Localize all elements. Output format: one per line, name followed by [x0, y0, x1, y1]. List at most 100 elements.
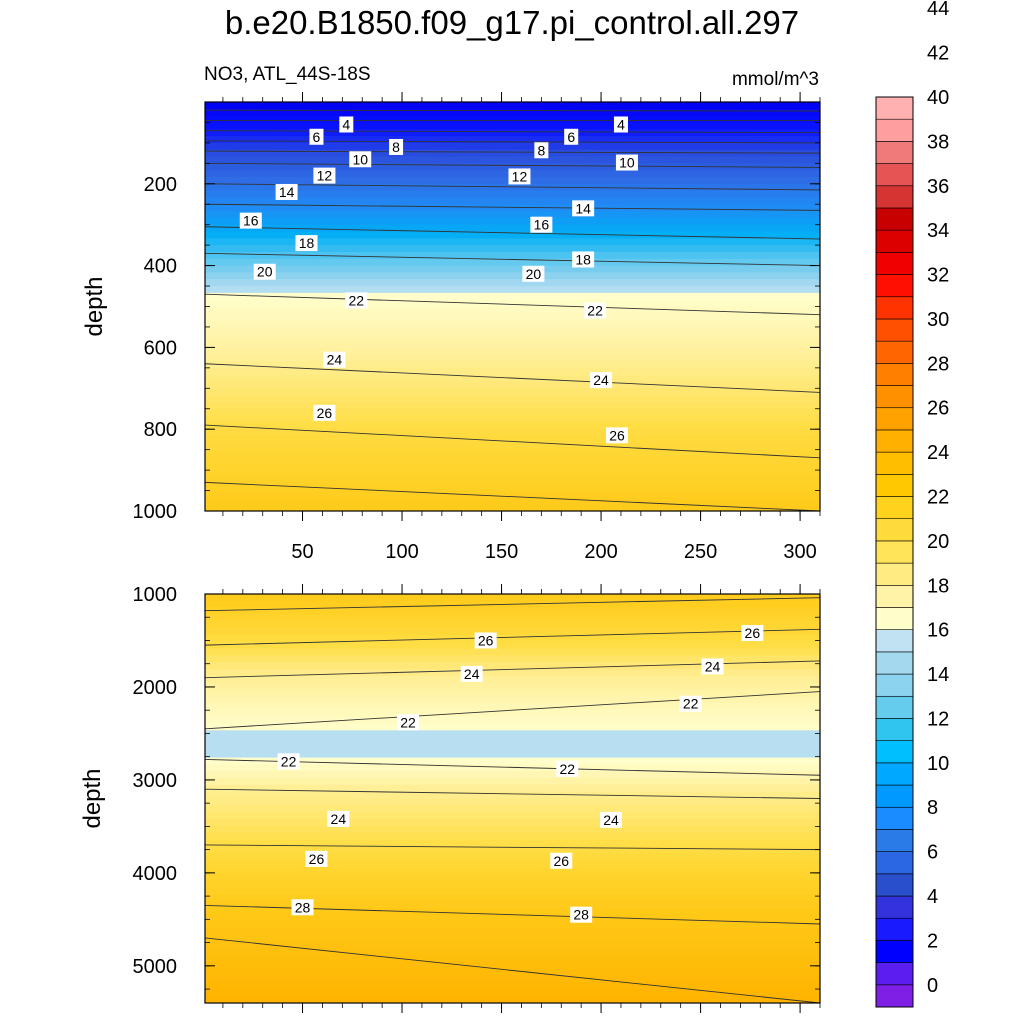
contour-fill: 4 4 6 6 8 8 10 10 12 12 14 14 16 16 18 18 20 20 22 22 24 24 26…	[205, 102, 820, 511]
colorbar-box	[875, 873, 914, 897]
contour-band	[205, 757, 820, 766]
contour-label-text: 8	[537, 142, 545, 158]
contour-label-box	[349, 151, 372, 168]
variable-region-label: NO3, ATL_44S-18S	[204, 64, 371, 85]
contour-band	[205, 750, 820, 759]
contour-band	[205, 962, 820, 970]
contour-band	[205, 689, 820, 698]
colorbar: 0246810121416182022242628303234363840424…	[875, 0, 949, 1008]
colorbar-box	[875, 451, 914, 475]
contour-label: 8	[534, 142, 549, 159]
colorbar-box	[875, 296, 914, 320]
colorbar-label: 32	[927, 265, 949, 287]
contour-band	[205, 812, 820, 820]
contour-band	[205, 989, 820, 998]
contour-label-box	[291, 899, 314, 916]
contour-line-18	[205, 226, 820, 240]
y-axis-label: depth	[79, 768, 106, 828]
contour-label-box	[323, 351, 346, 368]
contour-line-10	[205, 150, 820, 154]
contour-label: 18	[572, 251, 595, 268]
contour-label-box	[590, 372, 613, 389]
contour-band	[205, 798, 820, 807]
contour-label-box	[460, 665, 483, 682]
contour-label: 26	[741, 625, 764, 642]
contour-band	[205, 853, 820, 861]
contour-band	[205, 272, 820, 281]
contour-line-22	[205, 691, 820, 730]
contour-band	[205, 163, 820, 172]
contour-band	[205, 108, 820, 117]
colorbar-box	[875, 518, 914, 542]
contour-band	[205, 634, 820, 643]
contour-band	[205, 996, 820, 1003]
contour-label: 22	[397, 714, 420, 731]
contour-label: 20	[522, 265, 545, 282]
contour-band	[205, 231, 820, 240]
contour-label-box	[275, 183, 298, 200]
colorbar-box	[875, 629, 914, 653]
contour-label: 14	[275, 183, 298, 200]
contour-label-text: 12	[512, 168, 528, 184]
contour-band	[205, 470, 820, 478]
y-axis-label: depth	[81, 276, 108, 336]
contour-band	[205, 709, 820, 718]
plot-frame	[204, 593, 821, 1004]
contour-label: 26	[305, 850, 328, 867]
contour-label: 22	[556, 760, 579, 777]
contour-label-text: 22	[683, 696, 699, 712]
contour-band	[205, 156, 820, 165]
contour-label-text: 18	[299, 235, 315, 251]
contour-label: 6	[564, 128, 579, 145]
contour-band	[205, 703, 820, 711]
contour-label-box	[570, 906, 593, 923]
contour-band	[205, 805, 820, 814]
contour-label-text: 22	[281, 753, 297, 769]
contour-line-24	[205, 363, 820, 393]
contour-label-box	[339, 116, 354, 133]
contour-line-24	[205, 788, 820, 799]
contour-label-text: 18	[575, 251, 591, 267]
contour-band	[205, 682, 820, 691]
contour-label-box	[584, 302, 607, 319]
contour-label: 22	[584, 302, 607, 319]
colorbar-box	[875, 407, 914, 431]
colorbar-label: 10	[927, 753, 949, 775]
contour-label-text: 20	[257, 264, 273, 280]
contour-band	[205, 621, 820, 630]
contour-label: 4	[613, 116, 628, 133]
contour-band	[205, 442, 820, 451]
contour-label: 12	[508, 168, 531, 185]
colorbar-box	[875, 496, 914, 520]
contour-label: 10	[349, 151, 372, 168]
contour-band	[205, 859, 820, 868]
contour-label-text: 14	[575, 200, 591, 216]
contour-band	[205, 982, 820, 991]
colorbar-box	[875, 274, 914, 298]
colorbar-box	[875, 829, 914, 852]
contour-band	[205, 968, 820, 977]
contour-band	[205, 723, 820, 732]
colorbar-box	[875, 740, 914, 764]
contour-band	[205, 832, 820, 841]
colorbar-box	[875, 207, 914, 231]
colorbar-box	[875, 96, 914, 120]
contour-label-text: 20	[526, 266, 542, 282]
colorbar-box	[875, 229, 914, 253]
contour-band	[205, 866, 820, 875]
contour-line-26	[205, 424, 820, 459]
contour-band	[205, 764, 820, 773]
colorbar-box	[875, 607, 914, 630]
contour-band	[205, 607, 820, 616]
colorbar-box	[875, 118, 914, 142]
contour-label-text: 24	[603, 812, 619, 828]
contour-label-box	[327, 810, 350, 827]
colorbar-label: 24	[927, 442, 949, 464]
contour-band	[205, 600, 820, 609]
contour-label-box	[313, 404, 336, 421]
contour-label-text: 28	[295, 899, 311, 915]
contour-label-text: 24	[327, 352, 343, 368]
colorbar-box	[875, 474, 914, 497]
